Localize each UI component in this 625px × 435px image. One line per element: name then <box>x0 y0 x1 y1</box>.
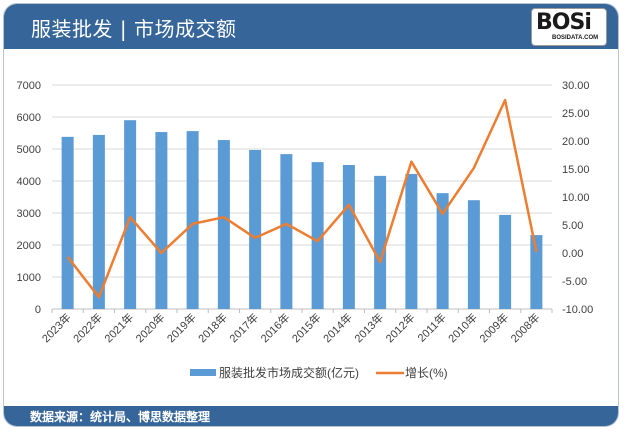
left-tick-label: 0 <box>35 304 41 316</box>
right-tick-label: -10.00 <box>562 304 593 316</box>
x-tick-label: 2021年 <box>101 310 136 345</box>
right-tick-label: 10.00 <box>562 192 590 204</box>
bar <box>280 154 293 309</box>
x-tick-label: 2020年 <box>133 310 168 345</box>
bar <box>436 193 449 309</box>
right-tick-label: 25.00 <box>562 108 590 120</box>
bar <box>124 120 137 309</box>
logo-subtext: BOSIDATA.COM <box>552 35 599 41</box>
x-tick-label: 2010年 <box>445 310 480 345</box>
right-tick-label: -5.00 <box>562 276 587 288</box>
legend-bar-swatch <box>190 369 216 376</box>
left-tick-label: 3000 <box>17 208 41 220</box>
left-tick-label: 5000 <box>17 144 41 156</box>
x-tick-label: 2016年 <box>258 310 293 345</box>
x-tick-label: 2015年 <box>289 310 324 345</box>
x-tick-label: 2009年 <box>476 310 511 345</box>
x-tick-label: 2011年 <box>414 310 448 344</box>
legend-line-label: 增长(%) <box>405 366 448 380</box>
right-tick-label: 20.00 <box>562 136 590 148</box>
x-tick-label: 2017年 <box>226 310 261 345</box>
bar <box>342 165 355 309</box>
legend-bar-label: 服装批发市场成交额(亿元) <box>219 365 359 380</box>
bar <box>499 214 512 309</box>
left-tick-label: 1000 <box>17 272 41 284</box>
bar <box>405 173 418 309</box>
left-tick-label: 7000 <box>17 80 41 92</box>
bar <box>530 235 543 309</box>
line-series <box>66 98 538 299</box>
left-axis: 0 1000 2000 3000 4000 5000 6000 7000 <box>17 80 41 316</box>
data-source: 数据来源：统计局、博思数据整理 <box>30 410 211 424</box>
bosi-logo: BOSi BOSIDATA.COM <box>532 9 606 45</box>
growth-line <box>66 98 538 299</box>
bar <box>61 136 74 309</box>
right-tick-label: 30.00 <box>562 80 590 92</box>
left-tick-label: 4000 <box>17 176 41 188</box>
bar <box>92 134 105 309</box>
x-axis-labels: 2023年2022年2021年2020年2019年2018年2017年2016年… <box>39 310 543 345</box>
x-tick-label: 2014年 <box>320 310 355 345</box>
bar-series <box>61 120 543 309</box>
x-tick-label: 2019年 <box>164 310 199 345</box>
bar <box>374 175 387 309</box>
x-tick-label: 2023年 <box>39 310 74 345</box>
header-bar: 服装批发 | 市场成交额 BOSi BOSIDATA.COM <box>4 4 618 49</box>
x-tick-label: 2012年 <box>383 310 418 345</box>
x-tick-label: 2013年 <box>351 310 386 345</box>
page-title: 服装批发 | 市场成交额 <box>31 17 237 41</box>
bar <box>155 132 168 309</box>
left-tick-label: 6000 <box>17 112 41 124</box>
right-tick-label: 0.00 <box>562 248 583 260</box>
right-tick-label: 5.00 <box>562 220 583 232</box>
x-tick-label: 2008年 <box>508 310 543 345</box>
bar <box>217 140 230 309</box>
right-axis: -10.00 -5.00 0.00 5.00 10.00 15.00 20.00 25.00 3… <box>562 80 593 316</box>
x-tick-label: 2022年 <box>70 310 105 345</box>
bar <box>467 200 480 309</box>
chart-card: 服装批发 | 市场成交额 BOSi BOSIDATA.COM 数据来源：统计局、… <box>3 3 619 427</box>
left-tick-label: 2000 <box>17 240 41 252</box>
bar <box>249 149 262 309</box>
footer-bar: 数据来源：统计局、博思数据整理 <box>4 406 618 426</box>
x-tick-label: 2018年 <box>195 310 230 345</box>
logo-text: BOSi <box>536 10 592 35</box>
right-tick-label: 15.00 <box>562 164 590 176</box>
bar <box>311 162 324 309</box>
bar <box>186 131 199 309</box>
legend: 服装批发市场成交额(亿元) 增长(%) <box>190 365 448 380</box>
